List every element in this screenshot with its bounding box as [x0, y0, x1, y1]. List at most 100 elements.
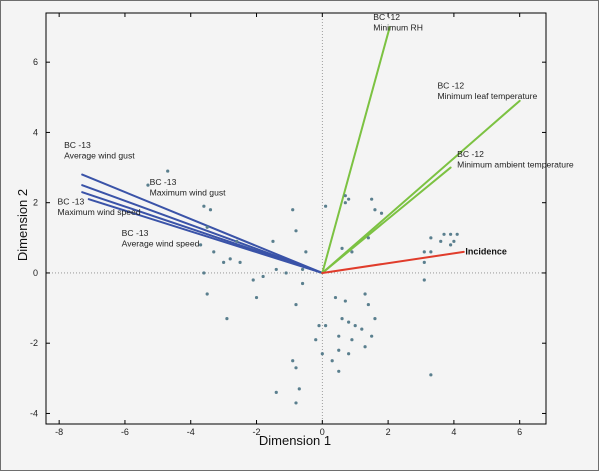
y-tick-label: 0 [33, 268, 38, 278]
vector-average-wind-gust [81, 173, 324, 274]
data-point [366, 302, 370, 307]
data-point [304, 250, 308, 254]
data-point [347, 320, 351, 324]
y-axis-title: Dimension 2 [15, 189, 30, 261]
vector-label: BC -13 Maximum wind gust [150, 177, 227, 198]
y-tick-label: 6 [33, 57, 38, 67]
data-point [340, 317, 344, 321]
data-point [300, 267, 305, 272]
data-point [350, 250, 354, 254]
data-point [274, 267, 278, 272]
data-point [449, 232, 453, 236]
data-point [225, 317, 229, 321]
data-point [379, 211, 384, 215]
x-tick-label: 0 [320, 427, 325, 437]
data-point [202, 271, 206, 275]
vector-label: BC -13 Average wind gust [64, 140, 135, 161]
data-point [238, 260, 242, 265]
data-point [373, 208, 377, 212]
data-point [205, 292, 209, 296]
data-point [291, 208, 295, 212]
x-tick-label: 4 [451, 427, 456, 437]
data-point [330, 359, 334, 363]
data-point [294, 229, 298, 233]
x-tick-label: 2 [386, 427, 391, 437]
data-point [363, 292, 367, 296]
data-point [212, 250, 216, 254]
data-point [324, 324, 328, 328]
data-point [166, 169, 170, 173]
data-point [363, 345, 367, 349]
vector-average-wind-speed [87, 198, 324, 274]
plot-axes [45, 12, 547, 425]
data-point [199, 243, 203, 247]
x-axis-title: Dimension 1 [259, 433, 331, 448]
vector-label: BC -12 Minimum leaf temperature [437, 81, 537, 102]
data-point [347, 352, 351, 356]
data-point [340, 246, 344, 250]
data-point [337, 348, 341, 352]
data-point [439, 239, 443, 243]
data-point [343, 299, 347, 303]
vector-label: BC -12 Minimum ambient temperature [457, 149, 574, 170]
data-point [449, 243, 453, 247]
data-point [202, 204, 206, 208]
data-point [271, 239, 275, 243]
vector-label: BC -13 Average wind speed [122, 228, 200, 249]
data-point [235, 239, 239, 243]
data-point [337, 369, 341, 373]
data-point [261, 274, 265, 279]
data-point [320, 352, 324, 356]
data-point [429, 373, 433, 377]
x-tick-label: -4 [187, 427, 195, 437]
data-point [294, 401, 298, 405]
vector-minimum-leaf-temperature [321, 99, 521, 274]
data-point [343, 194, 347, 198]
plot-box [45, 12, 547, 425]
data-point [314, 338, 318, 342]
data-point [422, 278, 426, 282]
data-point [294, 366, 298, 370]
data-point [442, 232, 446, 236]
data-point [333, 295, 338, 300]
data-point [370, 334, 374, 338]
data-point [429, 250, 433, 254]
data-point [422, 250, 426, 254]
data-point [452, 239, 456, 243]
vector-label: Incidence [465, 247, 507, 257]
data-point [429, 236, 433, 240]
data-point [205, 225, 209, 229]
data-point [208, 208, 213, 212]
data-point [455, 232, 459, 236]
data-point [317, 324, 321, 328]
tick-labels: -8 -6 -4 -2 0 2 4 6 -4 -2 0 2 4 6 [30, 57, 522, 437]
y-tick-label: 4 [33, 127, 38, 137]
data-point [347, 197, 351, 201]
data-point [297, 387, 301, 391]
vector-minimum-rh [321, 26, 391, 274]
data-point [360, 327, 364, 331]
vector-labels: BC -12 Minimum RH BC -12 Minimum leaf tempe… [58, 12, 574, 257]
data-point [337, 334, 341, 338]
data-point [350, 338, 354, 342]
data-point [300, 281, 305, 286]
vector-maximum-wind-gust [81, 184, 324, 274]
data-point [343, 201, 347, 205]
scatter-points [146, 169, 459, 405]
data-point [274, 390, 278, 394]
data-point [422, 260, 426, 265]
x-tick-label: -2 [253, 427, 261, 437]
data-point [353, 324, 357, 328]
data-point [370, 197, 374, 201]
vector-lines [81, 26, 521, 274]
data-point [373, 317, 377, 321]
y-tick-label: 2 [33, 198, 38, 208]
data-point [324, 204, 328, 208]
vector-minimum-ambient-temperature [321, 166, 452, 274]
data-point [251, 278, 255, 282]
data-point [222, 260, 226, 265]
data-point [294, 302, 298, 307]
data-point [366, 236, 370, 240]
y-tick-label: -4 [30, 408, 38, 418]
